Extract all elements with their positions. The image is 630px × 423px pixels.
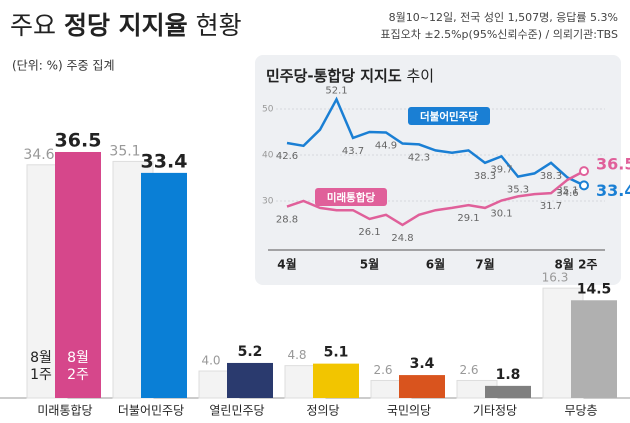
value-label: 4.8 [287, 348, 306, 362]
y-tick-label: 50 [262, 105, 274, 115]
value-label: 42.6 [276, 151, 298, 162]
line [286, 96, 585, 187]
value-label: 36.5 [55, 129, 102, 151]
title: 주요 정당 지지율 현황 [10, 11, 242, 40]
series-label: 8월 1주 [30, 350, 52, 383]
value-label: 1.8 [496, 367, 521, 383]
value-label: 34.6 [556, 188, 578, 199]
value-label: 30.1 [490, 209, 512, 220]
value-label: 3.4 [410, 356, 435, 372]
legend-label: 더불어민주당 [420, 110, 478, 123]
value-label: 14.5 [577, 281, 612, 297]
category-label: 기타정당 [473, 404, 517, 418]
series-label-line: 8월 [67, 350, 89, 366]
value-label: 5.1 [324, 345, 349, 361]
bar [55, 151, 101, 398]
bar [141, 172, 187, 398]
value-label: 44.9 [375, 140, 397, 151]
value-label: 5.2 [238, 344, 263, 360]
value-label: 39.7 [490, 164, 512, 175]
value-label: 33.4 [596, 181, 630, 200]
value-label: 4.0 [201, 354, 220, 368]
value-label: 38.3 [474, 171, 496, 182]
value-label: 38.3 [540, 171, 562, 182]
series-label-line: 2주 [67, 367, 89, 383]
series-label-line: 1주 [30, 367, 52, 383]
bar [227, 362, 273, 398]
x-tick-label: 8월 2주 [555, 257, 598, 272]
end-point [579, 166, 589, 177]
value-label: 24.8 [391, 233, 413, 244]
line [286, 169, 585, 227]
value-label: 33.4 [141, 150, 188, 172]
value-label: 52.1 [325, 85, 347, 96]
value-label: 26.1 [358, 227, 380, 238]
x-tick-label: 7월 [475, 257, 494, 272]
value-label: 2.6 [373, 363, 392, 377]
value-label: 42.3 [408, 152, 430, 163]
value-label: 31.7 [540, 201, 562, 212]
category-label: 무당층 [564, 404, 597, 418]
category-label: 미래통합당 [37, 404, 92, 418]
inset-panel [255, 55, 621, 285]
value-label: 16.3 [542, 271, 569, 285]
legend-box [408, 107, 490, 125]
x-tick-label: 4월 [277, 257, 296, 272]
legend-box [315, 188, 387, 206]
bar [399, 375, 445, 398]
y-tick-label: 30 [262, 197, 274, 207]
value-label: 28.8 [276, 215, 298, 226]
subtitle: (단위: %) 주중 집계 [12, 59, 115, 73]
value-label: 29.1 [457, 213, 479, 224]
category-label: 국민의당 [387, 404, 431, 418]
category-label: 열린민주당 [209, 404, 264, 418]
legend-label: 미래통합당 [327, 191, 376, 204]
value-label: 43.7 [342, 146, 364, 157]
category-label: 더불어민주당 [118, 404, 184, 418]
value-label: 2.6 [459, 363, 478, 377]
inset-title: 민주당-통합당 지지도 추이 [266, 67, 434, 85]
note: 8월10~12일, 전국 성인 1,507명, 응답률 5.3% [389, 10, 618, 24]
x-tick-label: 6월 [426, 257, 445, 272]
bar [313, 363, 359, 398]
value-label: 35.1 [556, 186, 578, 197]
category-label: 정의당 [306, 404, 339, 418]
x-tick-label: 5월 [360, 257, 379, 272]
series-label: 8월 2주 [67, 350, 89, 383]
bar [485, 385, 531, 398]
note: 표집오차 ±2.5%p(95%신뢰수준) / 의뢰기관:TBS [380, 28, 618, 41]
y-tick-label: 40 [262, 151, 274, 161]
value-label: 35.1 [109, 143, 140, 159]
end-point [579, 180, 589, 191]
series-label-line: 8월 [30, 350, 52, 366]
value-label: 36.5 [596, 155, 630, 174]
value-label: 35.3 [507, 185, 529, 196]
bar [571, 300, 617, 398]
value-label: 34.6 [23, 147, 54, 163]
